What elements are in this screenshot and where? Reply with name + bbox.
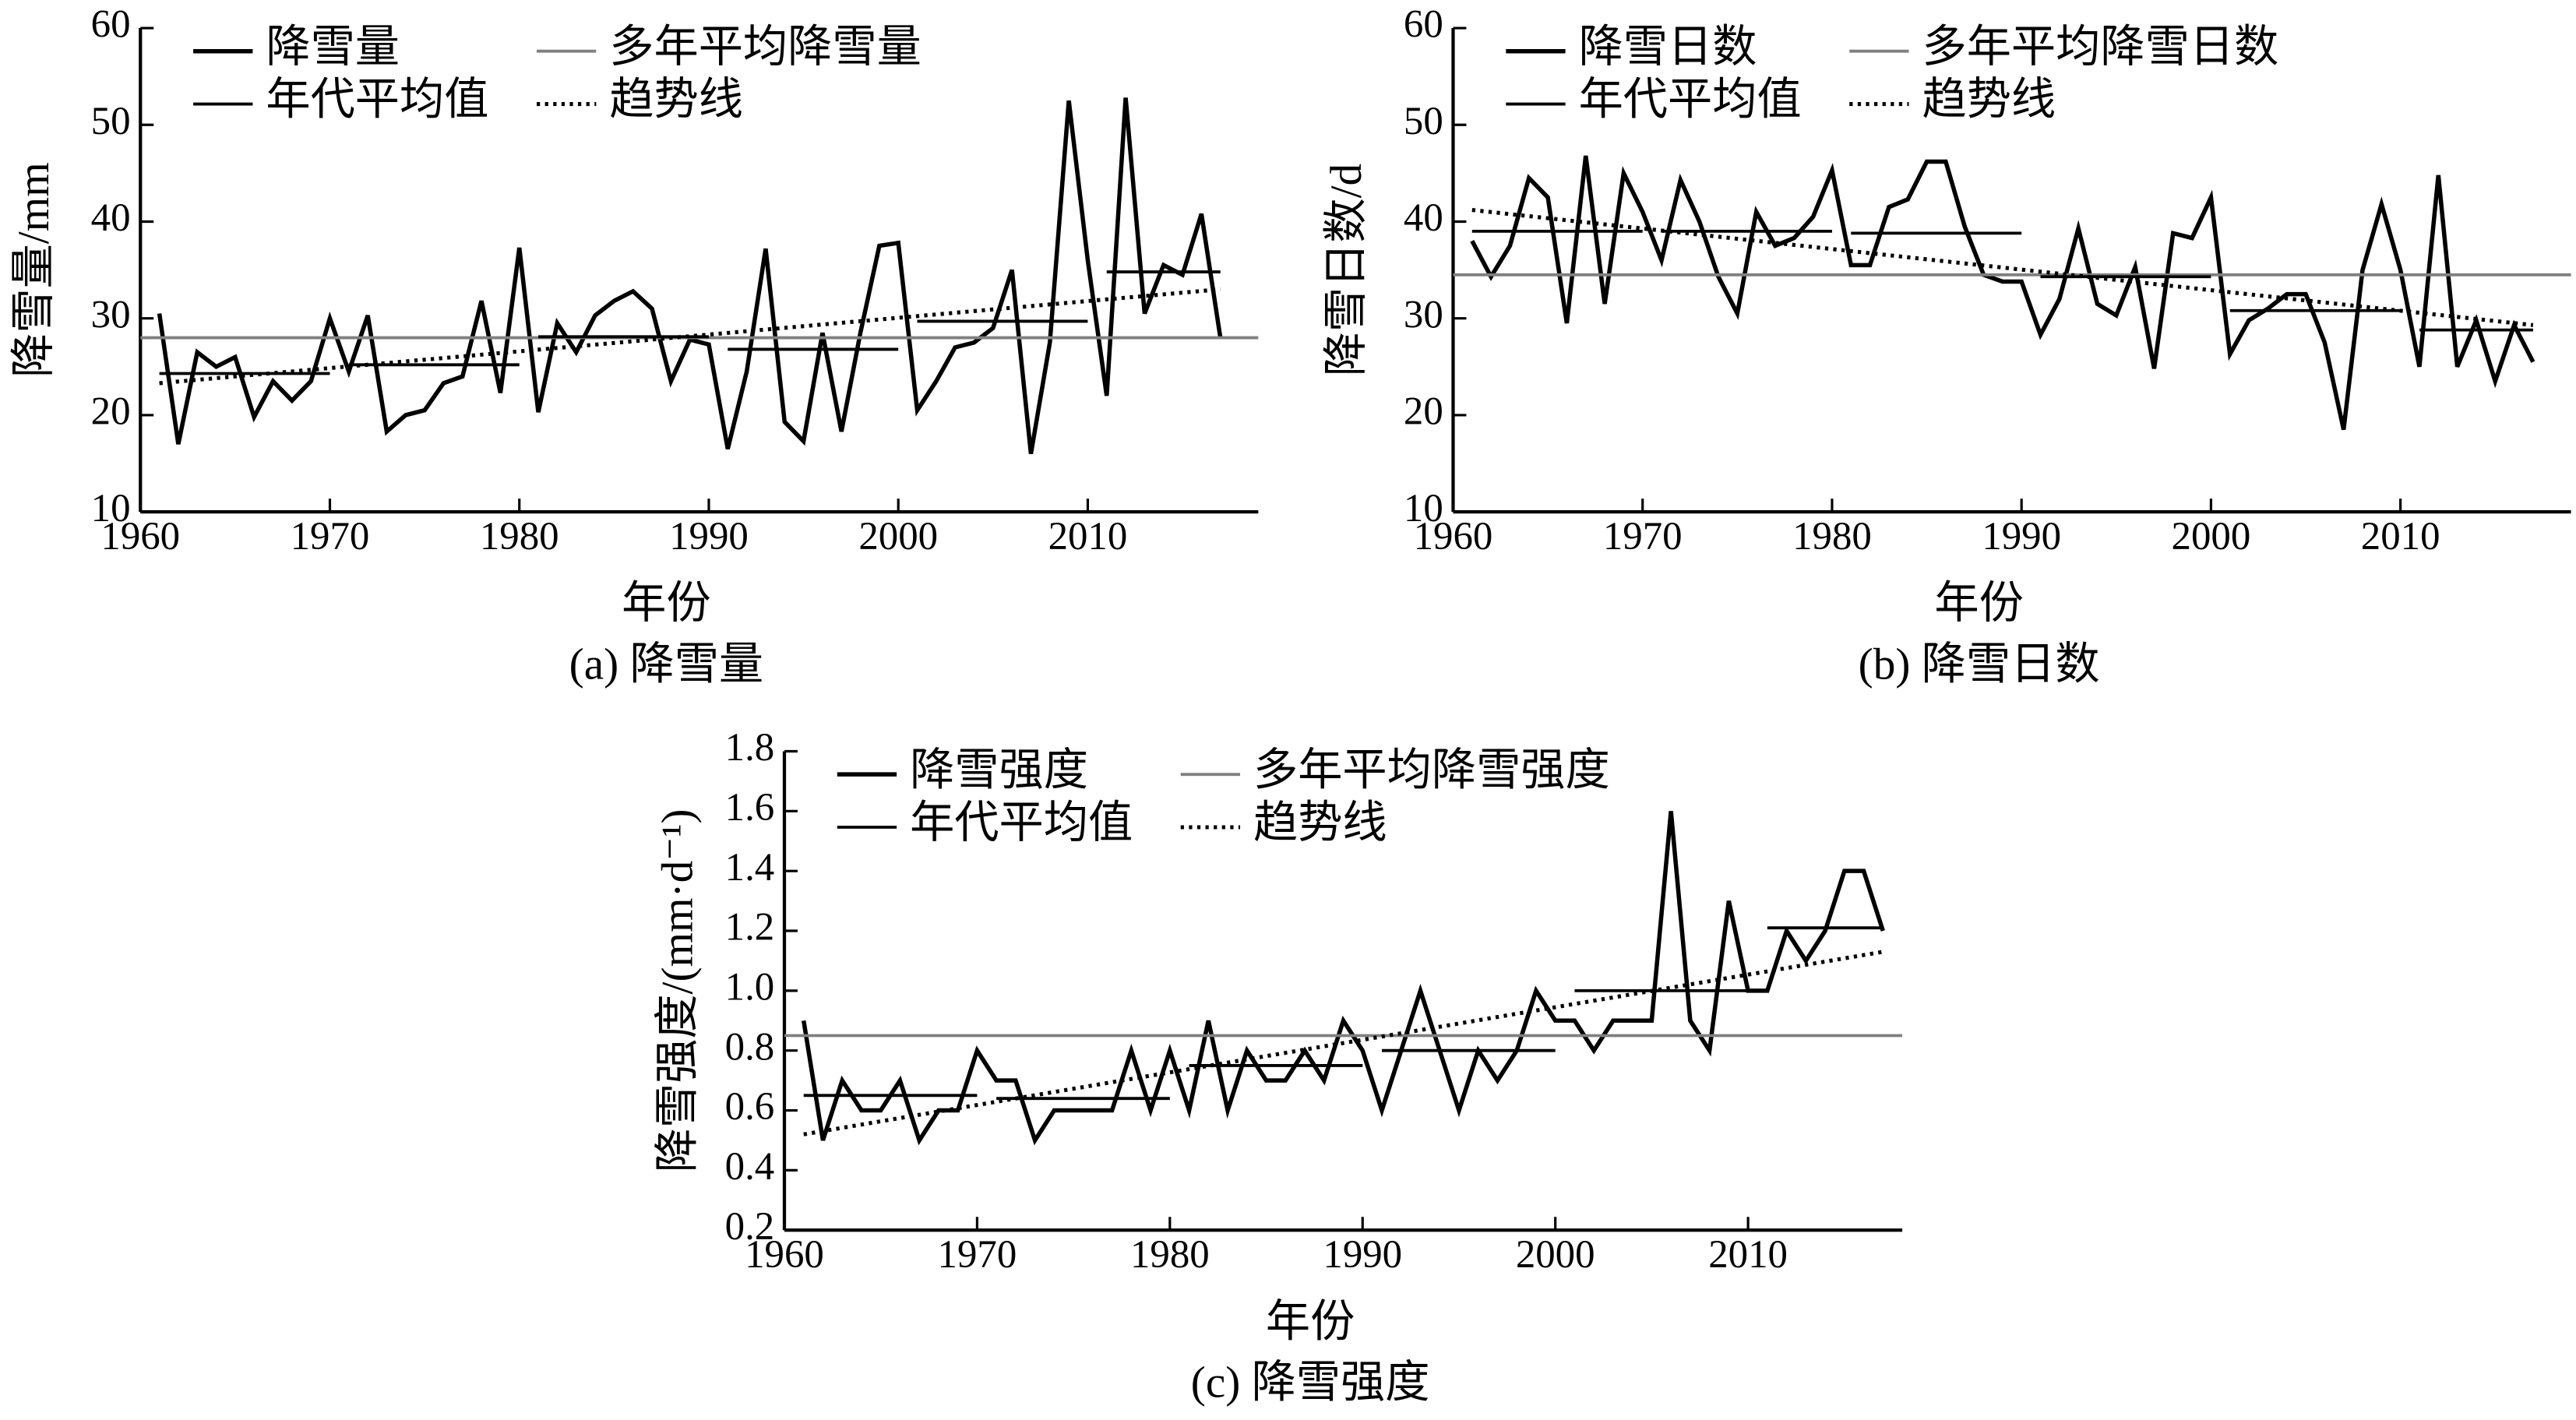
x-tick-label: 1990: [1323, 1233, 1402, 1277]
x-tick-label: 1970: [938, 1233, 1017, 1277]
legend-label: 趋势线: [609, 76, 743, 125]
legend-label: 年代平均值: [910, 798, 1133, 847]
y-tick-label: 1.6: [725, 786, 775, 830]
x-axis-label: 年份: [1266, 1297, 1355, 1346]
data-line: [801, 811, 1885, 1146]
x-tick-label: 1970: [1603, 515, 1683, 558]
y-tick-label: 20: [1404, 390, 1443, 434]
y-tick-label: 60: [91, 3, 131, 47]
x-tick-label: 2010: [1708, 1233, 1788, 1277]
legend-label: 降雪日数: [1579, 23, 1757, 72]
y-tick-label: 20: [91, 390, 131, 434]
x-tick-label: 1960: [1414, 515, 1493, 558]
y-tick-label: 30: [1404, 293, 1443, 337]
y-axis-label: 降雪强度/(mm·d⁻¹): [654, 809, 703, 1172]
x-tick-label: 1960: [745, 1233, 824, 1277]
caption: (c) 降雪强度: [1191, 1358, 1430, 1408]
x-tick-label: 1960: [100, 515, 180, 558]
x-axis-label: 年份: [622, 579, 710, 628]
y-axis-label: 降雪日数/d: [1322, 164, 1371, 376]
x-tick-label: 1980: [480, 515, 559, 558]
legend-label: 多年平均降雪强度: [1253, 745, 1610, 795]
legend-label: 多年平均降雪日数: [1922, 23, 2278, 72]
y-tick-label: 60: [1404, 3, 1443, 47]
y-tick-label: 50: [91, 100, 131, 143]
y-tick-label: 50: [1404, 100, 1443, 143]
legend-label: 年代平均值: [266, 76, 488, 125]
trend-line: [803, 950, 1884, 1136]
x-tick-label: 1990: [669, 515, 749, 558]
x-tick-label: 2010: [2361, 515, 2440, 558]
y-tick-label: 0.2: [725, 1205, 775, 1249]
x-tick-label: 1970: [291, 515, 370, 558]
y-tick-label: 0.6: [725, 1085, 775, 1129]
data-line: [1470, 155, 2535, 431]
y-tick-label: 1.2: [725, 906, 775, 950]
y-tick-label: 10: [91, 487, 131, 530]
y-tick-label: 0.8: [725, 1025, 775, 1069]
y-tick-label: 1.8: [725, 726, 775, 770]
y-tick-label: 30: [91, 293, 131, 337]
legend-label: 趋势线: [1253, 798, 1387, 847]
x-axis-label: 年份: [1934, 579, 2023, 628]
y-tick-label: 10: [1404, 487, 1443, 530]
x-tick-label: 1980: [1792, 515, 1872, 558]
caption: (a) 降雪量: [569, 640, 763, 689]
y-tick-label: 1.0: [725, 966, 775, 1010]
y-tick-label: 40: [91, 196, 131, 240]
y-axis-label: 降雪量/mm: [9, 162, 58, 378]
x-tick-label: 2010: [1048, 515, 1128, 558]
caption: (b) 降雪日数: [1859, 640, 2100, 689]
legend-label: 年代平均值: [1579, 76, 1802, 125]
x-tick-label: 2000: [858, 515, 938, 558]
y-tick-label: 40: [1404, 196, 1443, 240]
data-line: [157, 97, 1223, 455]
legend-label: 多年平均降雪量: [609, 23, 922, 72]
legend-label: 降雪量: [266, 23, 400, 72]
y-tick-label: 1.4: [725, 846, 775, 890]
x-tick-label: 1980: [1130, 1233, 1210, 1277]
x-tick-label: 1990: [1982, 515, 2061, 558]
legend-label: 降雪强度: [910, 745, 1088, 795]
y-tick-label: 0.4: [725, 1145, 775, 1189]
legend-label: 趋势线: [1922, 76, 2056, 125]
x-tick-label: 2000: [2172, 515, 2251, 558]
x-tick-label: 2000: [1516, 1233, 1595, 1277]
